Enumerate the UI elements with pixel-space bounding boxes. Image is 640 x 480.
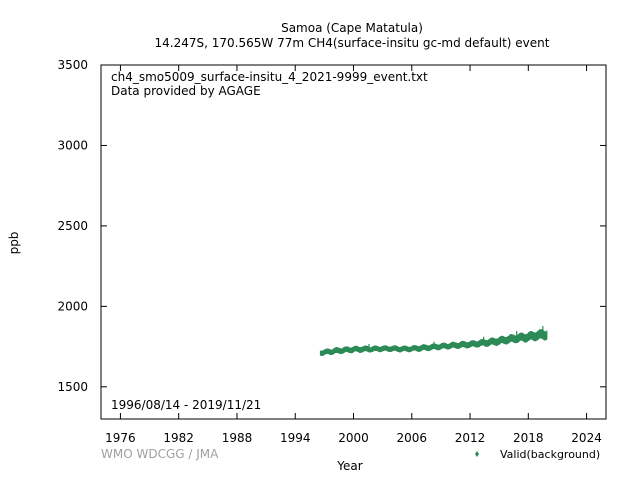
x-tick-label: 2024 bbox=[571, 431, 602, 445]
credit-label: WMO WDCGG / JMA bbox=[101, 447, 219, 461]
y-tick-label: 2500 bbox=[57, 219, 88, 233]
provider-annotation: Data provided by AGAGE bbox=[111, 84, 261, 98]
x-tick-label: 2018 bbox=[513, 431, 544, 445]
x-tick-label: 2006 bbox=[396, 431, 427, 445]
x-axis-label: Year bbox=[336, 459, 362, 473]
file-annotation: ch4_smo5009_surface-insitu_4_2021-9999_e… bbox=[111, 70, 428, 84]
legend-marker bbox=[475, 451, 479, 457]
x-tick-label: 2000 bbox=[338, 431, 369, 445]
chart-subtitle: 14.247S, 170.565W 77m CH4(surface-insitu… bbox=[155, 36, 550, 50]
legend: Valid(background) bbox=[475, 448, 600, 461]
date-range-annotation: 1996/08/14 - 2019/11/21 bbox=[111, 398, 261, 412]
x-tick-label: 1994 bbox=[280, 431, 311, 445]
data-series bbox=[319, 326, 548, 356]
y-tick-label: 3000 bbox=[57, 138, 88, 152]
y-tick-label: 1500 bbox=[57, 380, 88, 394]
y-tick-label: 2000 bbox=[57, 299, 88, 313]
x-tick-labels: 1976 1982 1988 1994 2000 2006 2012 2018 … bbox=[105, 431, 602, 445]
x-tick-label: 1982 bbox=[163, 431, 194, 445]
y-tick-labels: 1500 2000 2500 3000 3500 bbox=[57, 58, 88, 394]
y-axis-label: ppb bbox=[7, 232, 21, 255]
y-tick-label: 3500 bbox=[57, 58, 88, 72]
x-tick-label: 2012 bbox=[455, 431, 486, 445]
plot-frame bbox=[100, 64, 607, 420]
x-tick-label: 1976 bbox=[105, 431, 136, 445]
axis-ticks bbox=[101, 64, 606, 419]
legend-label: Valid(background) bbox=[500, 448, 600, 461]
x-tick-label: 1988 bbox=[222, 431, 253, 445]
chart-title: Samoa (Cape Matatula) bbox=[281, 21, 423, 35]
